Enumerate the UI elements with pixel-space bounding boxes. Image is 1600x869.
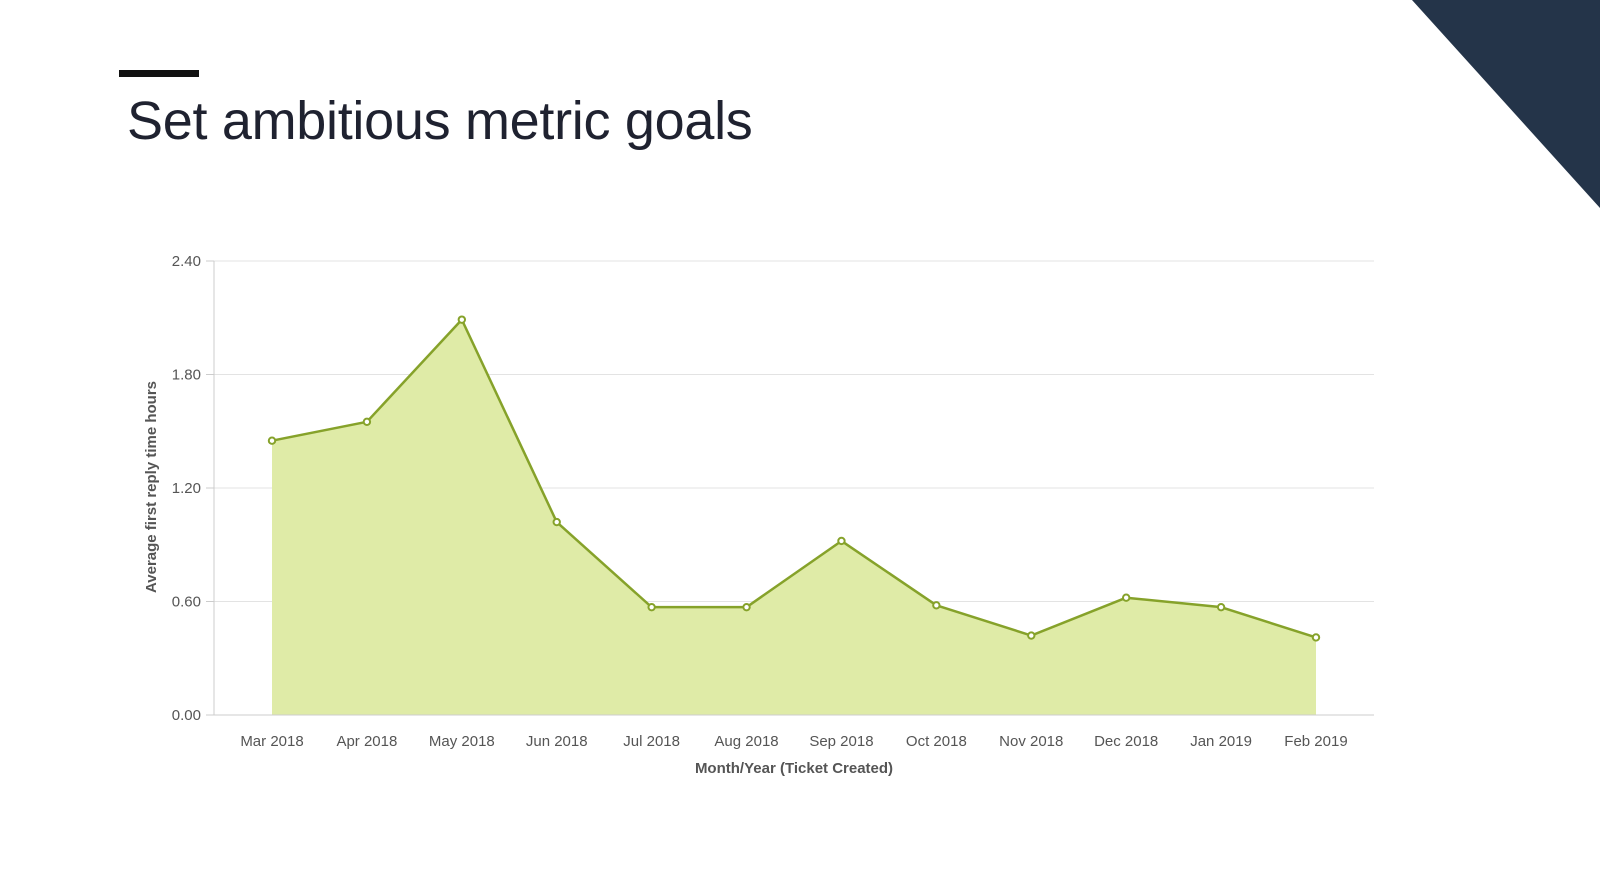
axes [213,261,1374,716]
y-tick-label: 1.80 [172,367,201,384]
x-tick-label: Nov 2018 [999,733,1063,750]
series-line [271,318,1317,639]
y-tick-label: 1.20 [172,480,201,497]
data-point [1027,631,1036,640]
data-point [742,602,751,612]
x-tick-label: Jun 2018 [526,733,588,750]
x-tick-label: Mar 2018 [240,733,303,750]
title-accent-rule [119,70,199,77]
x-tick-labels: Mar 2018 Apr 2018 May 2018 Jun 2018 Jul 2018… [240,733,1347,750]
data-point [457,315,467,324]
x-axis-title: Month/Year (Ticket Created) [695,760,893,777]
x-tick-label: Oct 2018 [906,733,967,750]
data-point [552,517,561,527]
x-tick-label: Sep 2018 [809,733,873,750]
data-points [267,315,1321,642]
data-point [362,417,372,426]
y-tick-label: 2.40 [172,253,201,270]
series-area-fill [272,319,1316,715]
x-tick-label: Jul 2018 [623,733,680,750]
series-line-group [271,318,1317,639]
data-point [267,436,277,445]
x-tick-label: Feb 2019 [1284,733,1347,750]
x-tick-label: Jan 2019 [1190,733,1252,750]
y-axis-title: Average first reply time hours [143,381,160,593]
x-tick-label: Dec 2018 [1094,733,1158,750]
y-tick-labels: 0.00 0.60 1.20 1.80 2.40 [172,253,201,724]
y-tick-label: 0.60 [172,594,201,611]
data-point [1216,602,1226,612]
x-tick-label: May 2018 [429,733,495,750]
y-tick-label: 0.00 [172,707,201,724]
x-tick-label: Aug 2018 [714,733,778,750]
data-point [1121,593,1131,602]
data-point [1311,633,1321,642]
data-point [932,601,941,610]
data-point [837,536,846,546]
series-area [272,319,1316,715]
x-tick-label: Apr 2018 [336,733,397,750]
slide-title: Set ambitious metric goals [127,91,753,151]
data-point [647,602,656,612]
